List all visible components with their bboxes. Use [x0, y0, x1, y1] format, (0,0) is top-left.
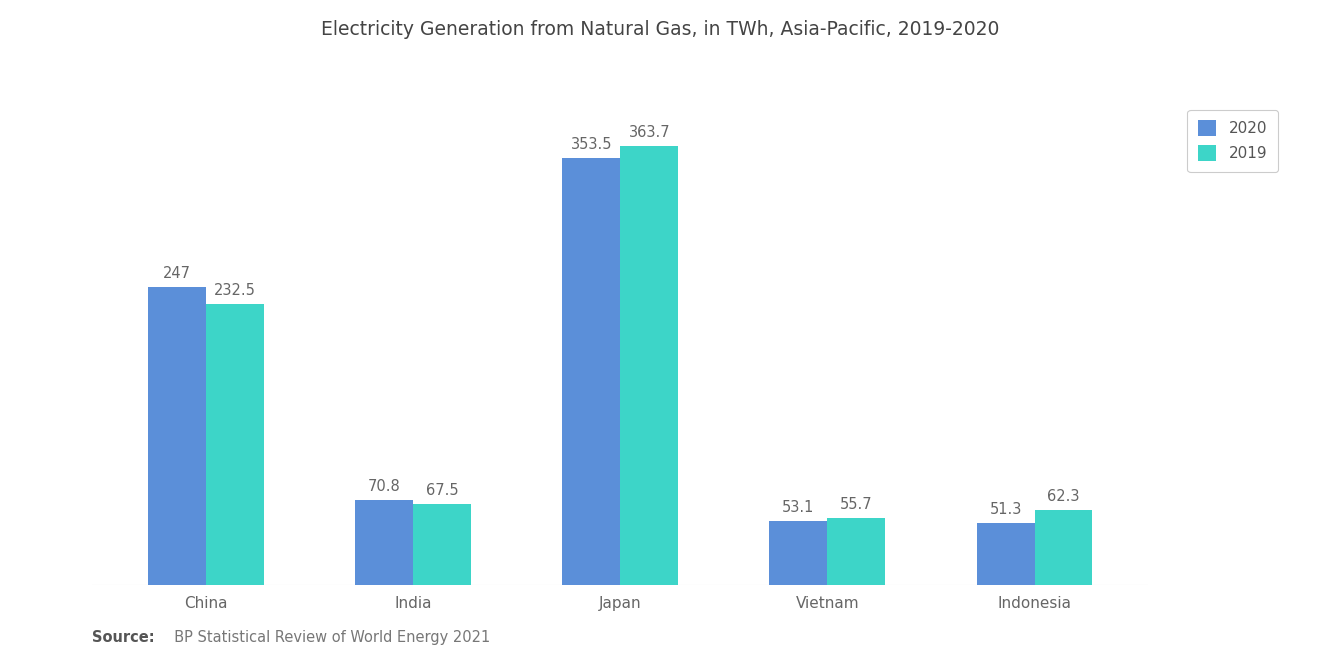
- Text: Electricity Generation from Natural Gas, in TWh, Asia-Pacific, 2019-2020: Electricity Generation from Natural Gas,…: [321, 20, 999, 39]
- Bar: [562, 158, 620, 585]
- Text: 363.7: 363.7: [628, 125, 671, 140]
- Bar: [206, 305, 264, 585]
- Bar: [413, 503, 471, 585]
- Text: 53.1: 53.1: [783, 500, 814, 515]
- Legend: 2020, 2019: 2020, 2019: [1188, 110, 1278, 172]
- Text: 51.3: 51.3: [990, 502, 1022, 517]
- Text: 55.7: 55.7: [840, 497, 873, 512]
- Text: Source:: Source:: [92, 630, 154, 645]
- Bar: [1035, 510, 1093, 585]
- Text: 353.5: 353.5: [570, 137, 612, 152]
- Bar: [828, 518, 886, 585]
- Text: 62.3: 62.3: [1047, 489, 1080, 504]
- Text: 247: 247: [164, 266, 191, 281]
- Bar: [355, 499, 413, 585]
- Text: BP Statistical Review of World Energy 2021: BP Statistical Review of World Energy 20…: [165, 630, 490, 645]
- Bar: [148, 287, 206, 585]
- Text: 232.5: 232.5: [214, 283, 256, 299]
- Text: 70.8: 70.8: [368, 479, 401, 493]
- Text: 67.5: 67.5: [426, 483, 458, 497]
- Bar: [977, 523, 1035, 585]
- Bar: [620, 146, 678, 585]
- Bar: [770, 521, 828, 585]
